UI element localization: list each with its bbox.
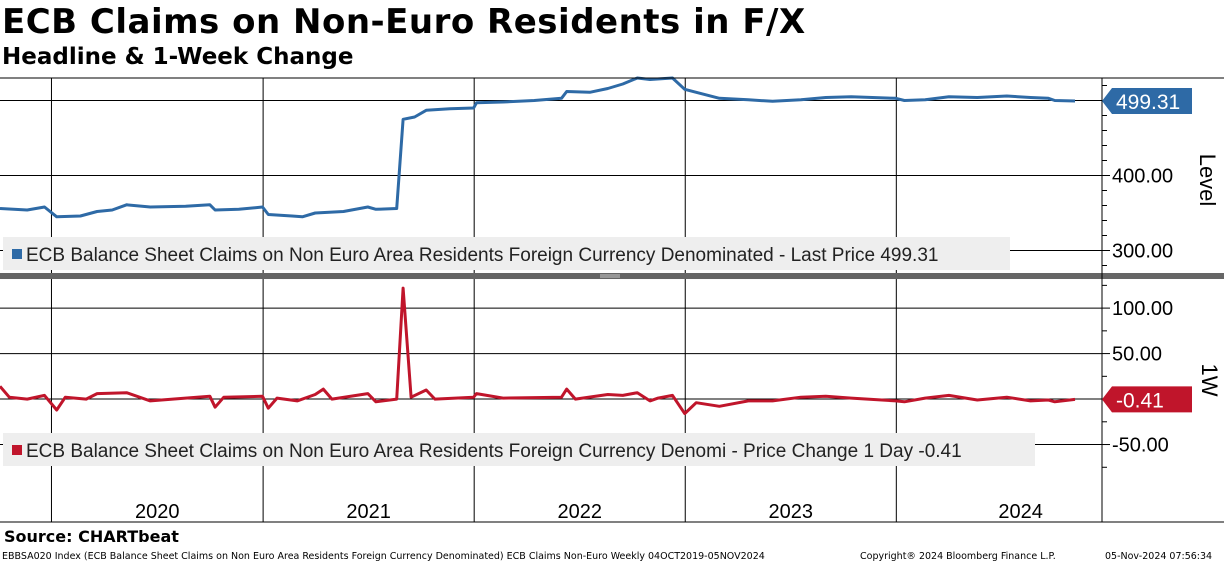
- footer-description: EBBSA020 Index (ECB Balance Sheet Claims…: [2, 551, 765, 562]
- change-y-tick-label: 50.00: [1112, 344, 1162, 366]
- level-legend-box: [3, 237, 1010, 270]
- change-y-tick-label: 100.00: [1112, 298, 1173, 320]
- level-last-badge: [1102, 88, 1192, 115]
- level-series-line: [0, 76, 1076, 219]
- level-legend-text: ECB Balance Sheet Claims on Non Euro Are…: [26, 245, 938, 266]
- x-tick-label: 2021: [346, 501, 391, 523]
- level-y-tick-label: 300.00: [1112, 241, 1173, 263]
- x-tick-label: 2023: [769, 501, 814, 523]
- footer-copyright: Copyright® 2024 Bloomberg Finance L.P.: [860, 551, 1056, 562]
- change-last-badge: [1102, 386, 1192, 413]
- chart-title: ECB Claims on Non-Euro Residents in F/X: [2, 2, 806, 42]
- x-tick-label: 2024: [998, 501, 1043, 523]
- chart-area: 2020 2021 2022 2023 2024 400.00 300.00 100.00 50…: [0, 76, 1224, 523]
- change-legend-swatch: [12, 445, 22, 455]
- x-tick-label: 2022: [557, 501, 602, 523]
- change-last-value: -0.41: [1116, 389, 1164, 412]
- x-tick-label: 2020: [135, 501, 180, 523]
- change-axis-title: 1W: [1197, 364, 1222, 397]
- change-y-tick-label: -50.00: [1112, 435, 1169, 457]
- level-last-value: 499.31: [1116, 91, 1180, 114]
- change-series-line: [0, 286, 1076, 416]
- level-legend-swatch: [12, 249, 22, 259]
- change-legend-text: ECB Balance Sheet Claims on Non Euro Are…: [26, 441, 962, 462]
- level-y-tick-label: 400.00: [1112, 166, 1173, 188]
- change-legend-box: [3, 433, 1035, 466]
- panel-resize-handle[interactable]: [600, 274, 620, 278]
- level-axis-title: Level: [1195, 154, 1220, 207]
- chart-subtitle: Headline & 1-Week Change: [2, 44, 354, 70]
- footer-timestamp: 05-Nov-2024 07:56:34: [1105, 551, 1213, 562]
- source-note: Source: CHARTbeat: [4, 527, 179, 546]
